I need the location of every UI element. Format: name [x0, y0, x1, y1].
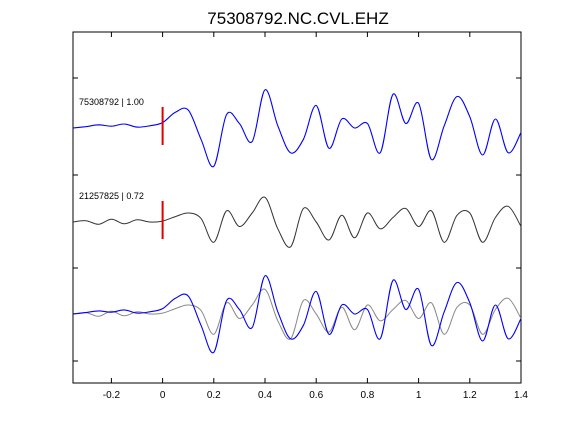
- axis-ticks: -0.2 0 0.2 0.4 0.6 0.8 1 1.2 1.4: [73, 32, 528, 401]
- overlay-template-trace: [72, 275, 522, 354]
- chart-title: 75308792.NC.CVL.EHZ: [207, 9, 388, 28]
- x-tick-label: 0.2: [207, 390, 221, 401]
- trace-labels: 75308792 | 1.00 21257825 | 0.72: [79, 97, 144, 201]
- trace-template: [72, 89, 522, 168]
- overlay-match-trace: [72, 288, 522, 340]
- x-tick-label: -0.2: [103, 390, 121, 401]
- plot-frame: [72, 31, 522, 384]
- x-tick-label: 0.8: [360, 390, 374, 401]
- x-tick-label: 0: [160, 390, 166, 401]
- x-tick-label: 1.4: [514, 390, 528, 401]
- trace-label: 75308792 | 1.00: [79, 97, 144, 107]
- x-tick-label: 1: [416, 390, 422, 401]
- x-tick-label: 0.4: [258, 390, 272, 401]
- trace-match: [72, 196, 522, 248]
- trace-label: 21257825 | 0.72: [79, 191, 144, 201]
- x-tick-label: 1.2: [463, 390, 477, 401]
- x-tick-label: 0.6: [309, 390, 323, 401]
- traces: [72, 89, 522, 354]
